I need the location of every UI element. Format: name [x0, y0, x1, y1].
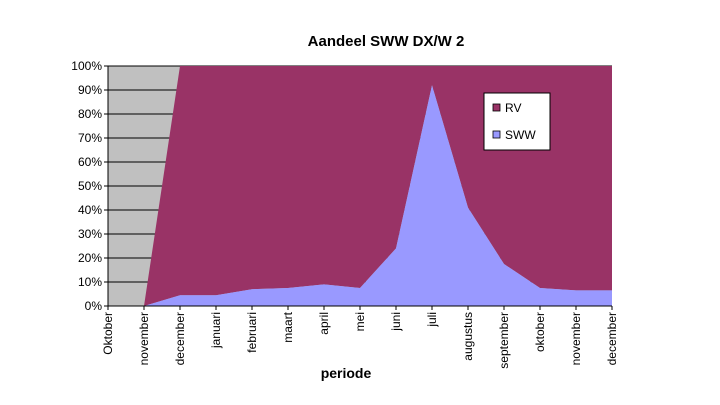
x-tick-label: juli [425, 312, 439, 328]
legend-item-sww: SWW [492, 128, 536, 142]
x-tick-label: maart [281, 311, 295, 342]
x-axis-title: periode [321, 365, 372, 381]
y-axis-ticks: 0% 10% 20% 30% 40% 50% 60% 70% 80% 90% 100% [71, 59, 108, 313]
x-tick-label: februari [245, 312, 259, 353]
x-tick-label: juni [389, 312, 403, 332]
x-tick-label: oktober [533, 312, 547, 352]
legend-item-rv: RV [492, 101, 521, 115]
x-tick-label: mei [353, 312, 367, 331]
y-tick-label: 50% [78, 179, 102, 193]
x-tick-label: Oktober [101, 312, 115, 355]
y-tick-label: 100% [71, 59, 102, 73]
x-tick-label: september [497, 312, 511, 369]
y-tick-label: 0% [85, 299, 103, 313]
y-tick-label: 80% [78, 107, 102, 121]
x-tick-label: december [173, 312, 187, 365]
x-tick-label: april [317, 312, 331, 335]
y-tick-label: 10% [78, 275, 102, 289]
x-tick-label: november [137, 312, 151, 365]
y-tick-label: 40% [78, 203, 102, 217]
x-tick-label: januari [209, 312, 223, 349]
x-tick-label: november [569, 312, 583, 365]
legend-label-sww: SWW [505, 128, 536, 142]
x-tick-label: augustus [461, 312, 475, 361]
legend-label-rv: RV [505, 101, 521, 115]
y-tick-label: 90% [78, 83, 102, 97]
legend-swatch-rv [492, 103, 501, 112]
y-tick-label: 60% [78, 155, 102, 169]
x-axis-ticks: Oktober november december januari februari ma… [101, 306, 619, 369]
x-tick-label: december [605, 312, 619, 365]
series-area-sww [108, 85, 612, 306]
legend-box [483, 92, 551, 151]
y-tick-label: 70% [78, 131, 102, 145]
chart-title: Aandeel SWW DX/W 2 [308, 33, 465, 50]
legend: RV SWW [483, 92, 551, 151]
y-tick-label: 30% [78, 227, 102, 241]
y-tick-label: 20% [78, 251, 102, 265]
legend-swatch-sww [492, 130, 501, 139]
